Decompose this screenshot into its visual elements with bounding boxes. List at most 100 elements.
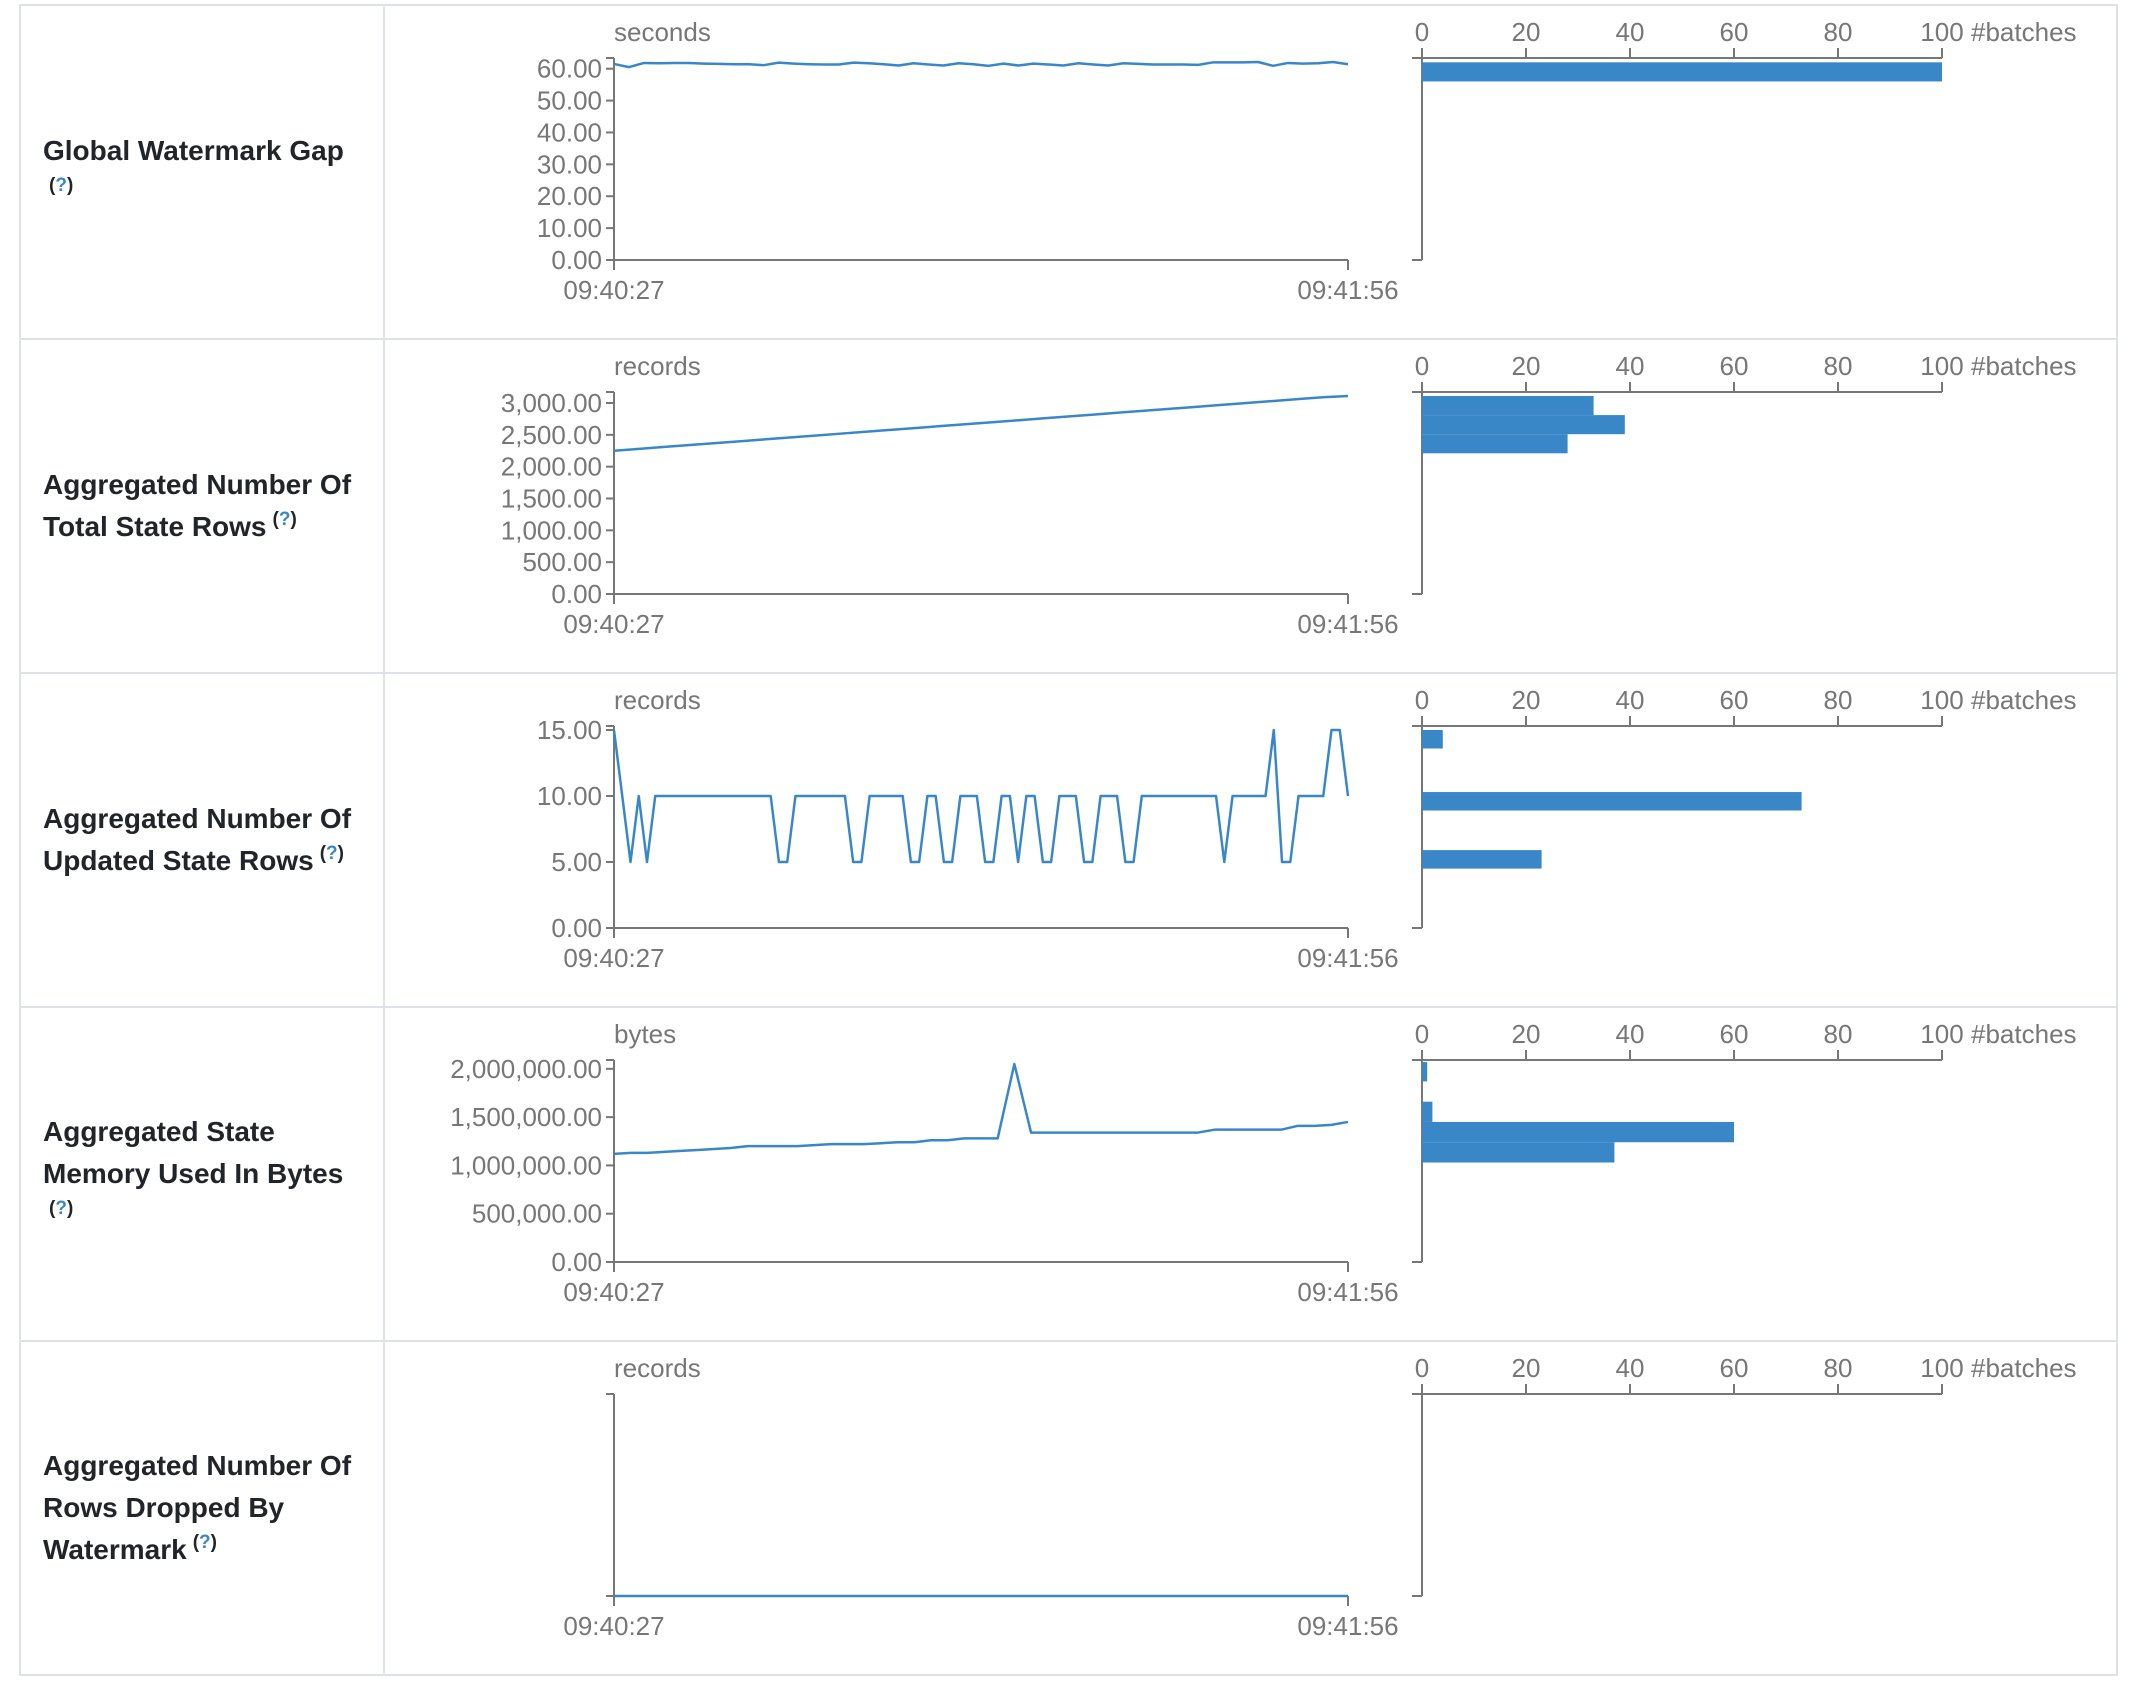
timeline-y-tick-label: 0.00 bbox=[551, 245, 602, 275]
histogram-x-tick-label: 0 bbox=[1415, 1019, 1429, 1049]
histogram-x-tick-label: 100 bbox=[1920, 351, 1963, 381]
metric-name: Aggregated Number Of Rows Dropped By Wat… bbox=[43, 1445, 363, 1571]
timeline-x-tick-label: 09:40:27 bbox=[563, 609, 664, 639]
histogram-x-tick-label: 100 bbox=[1920, 1019, 1963, 1049]
histogram-unit-label: #batches bbox=[1971, 1019, 2077, 1049]
timeline-y-tick-label: 1,000,000.00 bbox=[450, 1150, 602, 1180]
metric-label-cell: Aggregated Number Of Rows Dropped By Wat… bbox=[21, 1342, 385, 1674]
histogram-x-tick-label: 100 bbox=[1920, 17, 1963, 47]
metric-row: Aggregated Number Of Rows Dropped By Wat… bbox=[21, 1342, 2118, 1676]
metric-label-cell: Aggregated State Memory Used In Bytes (?) bbox=[21, 1008, 385, 1340]
timeline-y-tick-label: 2,500.00 bbox=[501, 420, 602, 450]
timeline-series-line bbox=[613, 1062, 1349, 1156]
help-tooltip-icon[interactable]: (?) bbox=[49, 1198, 74, 1219]
timeline-y-tick-label: 1,000.00 bbox=[501, 515, 602, 545]
timeline-series-line bbox=[613, 60, 1349, 69]
timeline-y-tick-label: 2,000.00 bbox=[501, 452, 602, 482]
histogram-x-tick-label: 80 bbox=[1824, 1019, 1853, 1049]
timeline-y-tick-label: 500.00 bbox=[522, 547, 602, 577]
timeline-unit-label: records bbox=[614, 351, 701, 381]
help-question-mark[interactable]: ? bbox=[278, 509, 291, 530]
metric-charts-cell: bytes 0.00 500,000.00 1,000,000.00 1,500,000… bbox=[385, 1008, 2118, 1340]
timeline-y-tick-label: 60.00 bbox=[537, 54, 602, 84]
histogram-x-tick-label: 20 bbox=[1512, 351, 1541, 381]
metric-charts: records 09:40:27 09:41:56 0 20 40 60 80 100 #batc… bbox=[563, 1353, 2077, 1641]
metric-name: Global Watermark Gap (?) bbox=[43, 130, 363, 214]
histogram-bar bbox=[1422, 62, 1942, 82]
histogram-bar bbox=[1422, 415, 1625, 435]
histogram-x-tick-label: 60 bbox=[1720, 685, 1749, 715]
histogram-bar bbox=[1422, 1101, 1433, 1122]
histogram-bar bbox=[1422, 850, 1542, 869]
timeline-x-tick-label: 09:41:56 bbox=[1297, 1611, 1398, 1641]
histogram-x-tick-label: 80 bbox=[1824, 1353, 1853, 1383]
timeline-y-tick-label: 40.00 bbox=[537, 117, 602, 147]
timeline-y-tick-label: 10.00 bbox=[537, 781, 602, 811]
help-tooltip-icon[interactable]: (?) bbox=[272, 509, 297, 530]
metric-name-text: Aggregated Number Of Updated State Rows bbox=[43, 803, 352, 876]
histogram-x-tick-label: 0 bbox=[1415, 17, 1429, 47]
timeline-y-tick-label: 0.00 bbox=[551, 1247, 602, 1277]
histogram-unit-label: #batches bbox=[1971, 685, 2077, 715]
help-question-mark[interactable]: ? bbox=[199, 1532, 211, 1553]
metric-charts-cell: seconds 0.00 10.00 20.00 30.00 40.00 50.00 60.0… bbox=[385, 6, 2118, 338]
timeline-y-tick-label: 50.00 bbox=[537, 86, 602, 116]
timeline-x-tick-label: 09:40:27 bbox=[563, 1277, 664, 1307]
histogram-bar bbox=[1422, 1142, 1615, 1163]
histogram-x-tick-label: 20 bbox=[1512, 1019, 1541, 1049]
timeline-y-tick-label: 1,500,000.00 bbox=[450, 1102, 602, 1132]
timeline-y-tick-label: 0.00 bbox=[551, 913, 602, 943]
timeline-y-tick-label: 10.00 bbox=[537, 213, 602, 243]
metric-name-text: Aggregated Number Of Total State Rows bbox=[43, 469, 352, 542]
histogram-bar bbox=[1422, 396, 1594, 416]
histogram-bar bbox=[1422, 792, 1802, 811]
histogram-x-tick-label: 60 bbox=[1720, 1019, 1749, 1049]
metric-charts: records 0.00500.001,000.001,500.002,000.0… bbox=[501, 351, 2077, 639]
histogram-x-tick-label: 100 bbox=[1920, 685, 1963, 715]
histogram-x-tick-label: 60 bbox=[1720, 17, 1749, 47]
histogram-bar bbox=[1422, 1062, 1428, 1082]
help-question-mark[interactable]: ? bbox=[326, 843, 338, 864]
help-tooltip-icon[interactable]: (?) bbox=[192, 1532, 217, 1553]
metric-row: Aggregated Number Of Total State Rows (?)… bbox=[21, 340, 2118, 674]
metric-name-text: Global Watermark Gap bbox=[43, 135, 344, 166]
histogram-unit-label: #batches bbox=[1971, 17, 2077, 47]
help-question-mark[interactable]: ? bbox=[55, 1198, 67, 1219]
timeline-y-tick-label: 5.00 bbox=[551, 847, 602, 877]
metric-name: Aggregated Number Of Total State Rows (?) bbox=[43, 464, 363, 548]
histogram-x-tick-label: 40 bbox=[1616, 17, 1645, 47]
histogram-x-tick-label: 20 bbox=[1512, 685, 1541, 715]
metric-name-text: Aggregated Number Of Rows Dropped By Wat… bbox=[43, 1450, 352, 1565]
histogram-x-tick-label: 60 bbox=[1720, 1353, 1749, 1383]
metric-label-cell: Global Watermark Gap (?) bbox=[21, 6, 385, 338]
metric-charts-cell: records 09:40:27 09:41:56 0 20 40 60 80 100 #batc… bbox=[385, 1342, 2118, 1674]
histogram-x-tick-label: 80 bbox=[1824, 17, 1853, 47]
timeline-y-tick-label: 0.00 bbox=[551, 579, 602, 609]
histogram-bar bbox=[1422, 1121, 1734, 1143]
histogram-x-tick-label: 40 bbox=[1616, 685, 1645, 715]
metric-row: Aggregated State Memory Used In Bytes (?)… bbox=[21, 1008, 2118, 1342]
timeline-y-tick-label: 3,000.00 bbox=[501, 388, 602, 418]
timeline-y-tick-label: 1,500.00 bbox=[501, 484, 602, 514]
histogram-x-tick-label: 40 bbox=[1616, 1353, 1645, 1383]
timeline-x-tick-label: 09:41:56 bbox=[1297, 943, 1398, 973]
metrics-table: Global Watermark Gap(?) seconds 0.00 10.00 2… bbox=[19, 4, 2118, 1676]
timeline-unit-label: records bbox=[614, 1353, 701, 1383]
help-question-mark[interactable]: ? bbox=[55, 175, 67, 196]
histogram-x-tick-label: 40 bbox=[1616, 351, 1645, 381]
help-tooltip-icon[interactable]: (?) bbox=[319, 843, 344, 864]
histogram-x-tick-label: 60 bbox=[1720, 351, 1749, 381]
timeline-y-tick-label: 15.00 bbox=[537, 715, 602, 745]
histogram-unit-label: #batches bbox=[1971, 1353, 2077, 1383]
histogram-bar bbox=[1422, 434, 1568, 454]
timeline-y-tick-label: 500,000.00 bbox=[472, 1199, 602, 1229]
histogram-x-tick-label: 20 bbox=[1512, 1353, 1541, 1383]
timeline-series-line bbox=[613, 394, 1349, 452]
timeline-x-tick-label: 09:40:27 bbox=[563, 943, 664, 973]
histogram-x-tick-label: 20 bbox=[1512, 17, 1541, 47]
help-tooltip-icon[interactable]: (?) bbox=[49, 175, 74, 196]
metric-name: Aggregated Number Of Updated State Rows(… bbox=[43, 798, 363, 882]
histogram-x-tick-label: 80 bbox=[1824, 685, 1853, 715]
histogram-x-tick-label: 40 bbox=[1616, 1019, 1645, 1049]
histogram-bar bbox=[1422, 730, 1443, 749]
